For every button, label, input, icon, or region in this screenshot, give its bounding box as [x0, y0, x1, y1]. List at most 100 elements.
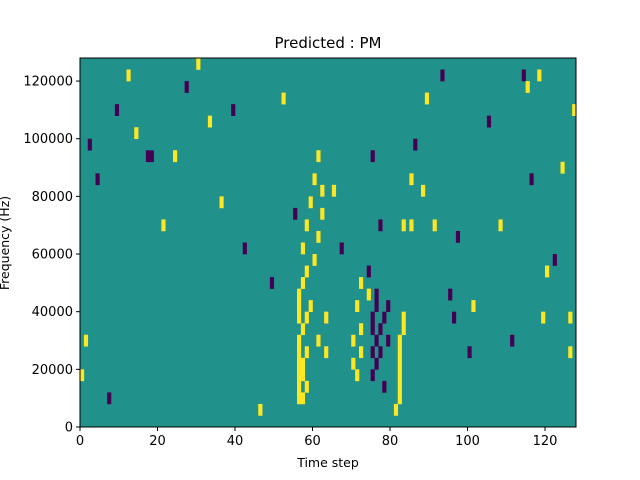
heatmap-cell — [219, 196, 224, 209]
heatmap-cell — [297, 288, 302, 301]
heatmap-cell — [471, 300, 476, 312]
x-tick-label: 40 — [227, 434, 244, 449]
heatmap-cell — [269, 277, 275, 289]
heatmap-cell — [80, 369, 85, 382]
heatmap-cell — [312, 254, 317, 266]
x-tick-label: 60 — [304, 434, 321, 449]
heatmap-cell — [370, 150, 375, 163]
heatmap-cell — [107, 392, 112, 405]
heatmap-cell — [300, 392, 306, 405]
heatmap-cell — [401, 311, 406, 324]
heatmap-cell — [320, 184, 325, 197]
heatmap-cell — [486, 115, 492, 128]
heatmap-cell — [560, 161, 565, 174]
heatmap-cell — [300, 323, 306, 336]
heatmap-cell — [366, 265, 371, 278]
heatmap-cell — [297, 334, 302, 347]
heatmap-cell — [297, 311, 302, 324]
heatmap-cell — [397, 334, 402, 347]
heatmap-cell — [378, 323, 383, 336]
heatmap-cell — [552, 254, 557, 266]
heatmap-cell — [525, 81, 530, 93]
heatmap-cell — [393, 403, 399, 416]
heatmap-cell — [304, 311, 309, 324]
heatmap-cell — [297, 369, 302, 382]
heatmap-cell — [207, 115, 213, 128]
heatmap-cell — [378, 219, 383, 232]
heatmap-cell — [297, 346, 302, 359]
heatmap-cell — [308, 300, 313, 312]
y-tick-label: 100000 — [23, 132, 73, 147]
y-tick-label: 20000 — [32, 363, 73, 378]
heatmap-cell — [300, 277, 306, 289]
heatmap-cell — [95, 173, 100, 186]
plot-area — [79, 57, 577, 428]
heatmap-cell — [173, 150, 178, 163]
heatmap-cell — [300, 357, 306, 370]
heatmap-cell — [572, 104, 577, 116]
heatmap-cell — [545, 265, 550, 278]
heatmap-cell — [467, 346, 472, 359]
heatmap-cell — [374, 334, 379, 347]
heatmap-cell — [297, 392, 302, 405]
heatmap-cell — [370, 323, 375, 336]
x-tick-label: 0 — [76, 434, 84, 449]
heatmap-cell — [297, 380, 302, 393]
y-tick-label: 0 — [65, 421, 73, 436]
y-tick-label: 120000 — [23, 75, 73, 90]
heatmap-cell — [355, 300, 360, 312]
heatmap-cells — [80, 58, 577, 416]
heatmap-cell — [386, 334, 391, 347]
heatmap-cell — [529, 173, 534, 186]
heatmap-cell — [440, 69, 445, 82]
heatmap-cell — [397, 357, 402, 370]
heatmap-cell — [300, 242, 306, 255]
heatmap-cell — [448, 288, 453, 301]
heatmap-cell — [370, 346, 375, 359]
heatmap-cell — [320, 207, 325, 220]
heatmap-cell — [359, 346, 364, 359]
heatmap-cell — [316, 230, 321, 243]
heatmap-cell — [401, 219, 406, 232]
plot-background — [80, 58, 576, 427]
heatmap-cell — [382, 311, 387, 324]
heatmap-cell — [568, 346, 573, 359]
heatmap-cell — [355, 369, 360, 382]
heatmap-cell — [397, 380, 402, 393]
heatmap-cell — [452, 311, 457, 324]
heatmap-cell — [370, 311, 375, 324]
heatmap-cell — [455, 230, 461, 243]
heatmap-cell — [421, 184, 426, 197]
heatmap-cell — [184, 81, 189, 93]
heatmap-cell — [359, 277, 364, 289]
heatmap-cell — [304, 346, 309, 359]
heatmap-cell — [541, 311, 546, 324]
heatmap-cell — [304, 219, 309, 232]
heatmap-cell — [196, 58, 201, 70]
heatmap-cell — [149, 150, 154, 163]
x-tick-label: 20 — [149, 434, 166, 449]
heatmap-cell — [258, 403, 263, 416]
y-tick-label: 60000 — [32, 248, 73, 263]
heatmap-cell — [351, 357, 356, 370]
heatmap-cell — [304, 380, 309, 393]
heatmap-cell — [324, 311, 329, 324]
heatmap-cell — [114, 104, 120, 116]
heatmap-cell — [339, 242, 344, 255]
x-tick-label: 100 — [455, 434, 480, 449]
heatmap-cell — [312, 173, 317, 186]
plot-frame — [79, 57, 577, 428]
heatmap-cell — [397, 369, 402, 382]
heatmap-cell — [297, 357, 302, 370]
heatmap-cell — [293, 207, 298, 220]
heatmap-cell — [413, 138, 418, 151]
heatmap-cell — [308, 196, 313, 209]
heatmap-cell — [382, 380, 387, 393]
heatmap-cell — [331, 184, 337, 197]
heatmap-cell — [397, 392, 402, 405]
x-tick-label: 120 — [533, 434, 558, 449]
x-tick-label: 80 — [382, 434, 399, 449]
heatmap-cell — [374, 288, 379, 301]
heatmap-cell — [510, 334, 515, 347]
